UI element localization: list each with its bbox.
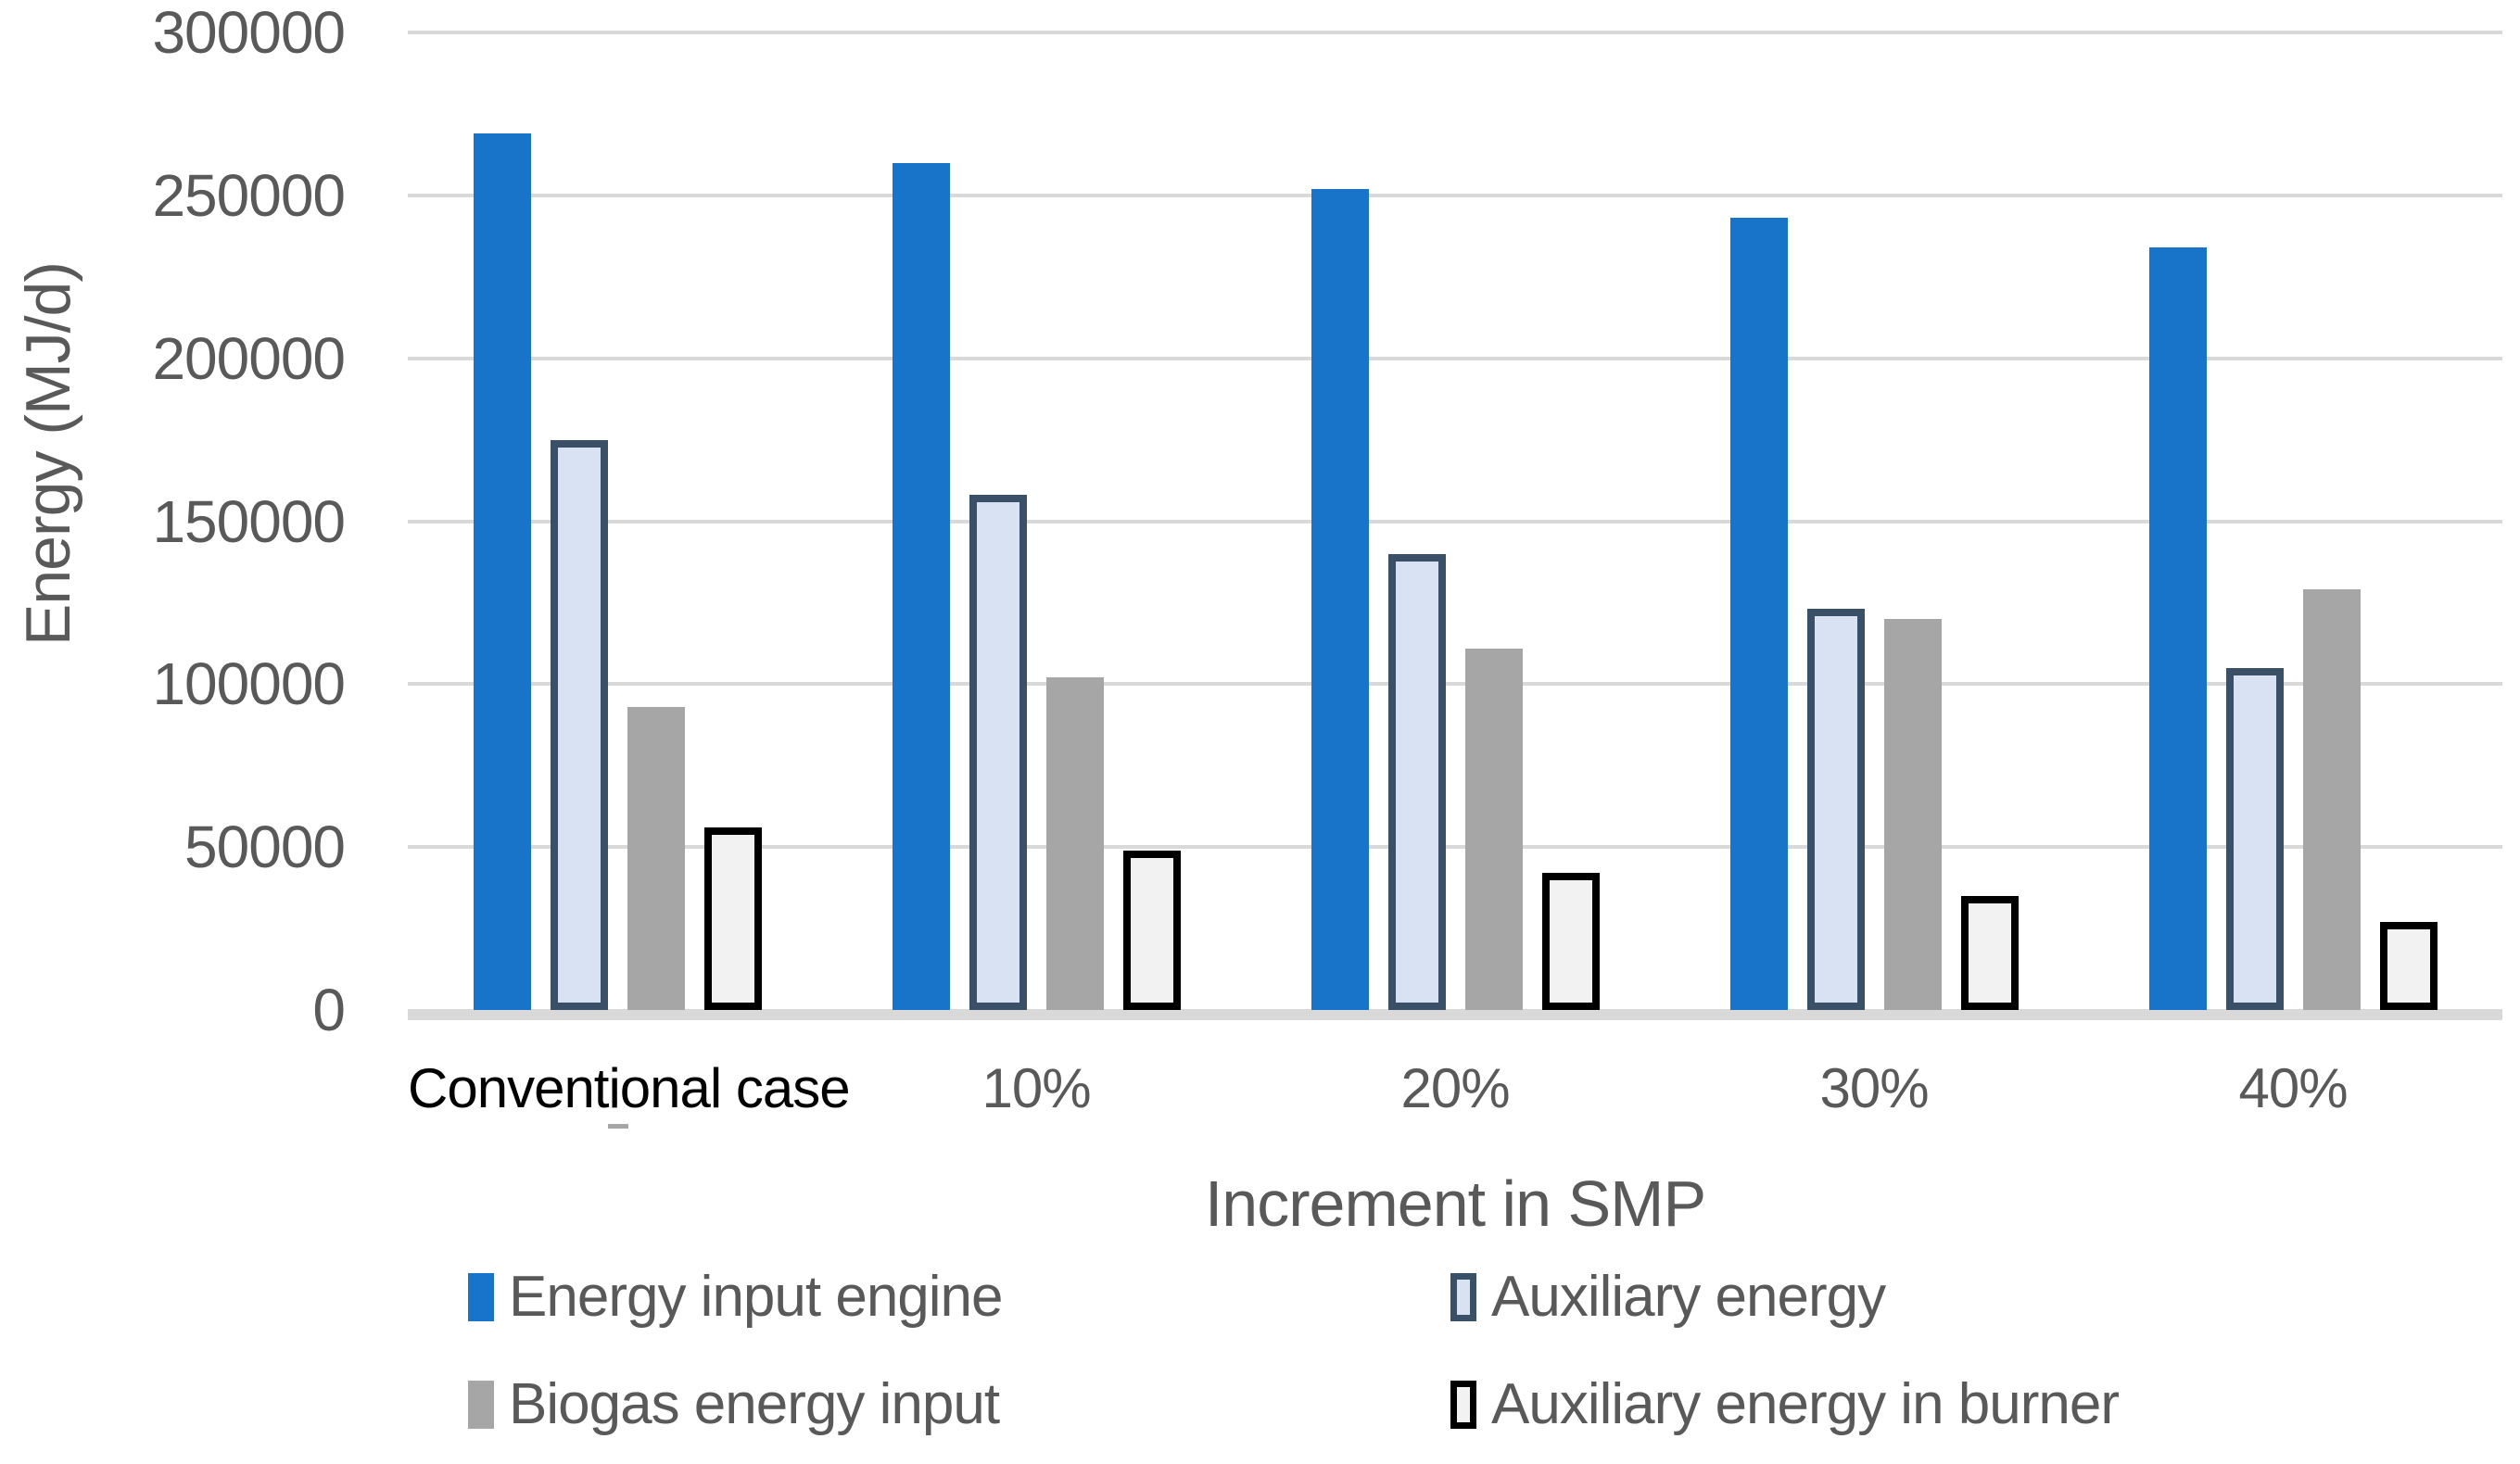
bar-biogas-energy-input [2302,589,2361,1010]
bars-layer [408,32,2502,1010]
legend-label-biogas-energy-input: Biogas energy input [509,1372,1000,1436]
legend-item-auxiliary-energy-in-burner: Auxiliary energy in burner [1450,1372,2120,1436]
y-tick-label: 0 [312,977,346,1043]
bar-biogas-energy-input [1883,619,1942,1010]
legend-swatch-energy-input-engine [468,1273,494,1321]
legend-label-energy-input-engine: Energy input engine [509,1265,1004,1329]
gridline [408,682,2502,687]
axis-tick-dash [608,1124,628,1129]
category-label-conventional-case: Conventional case [408,1057,851,1119]
y-tick-label: 50000 [184,814,346,881]
legend-item-energy-input-engine: Energy input engine [468,1268,1450,1327]
bar-auxiliary-energy [1387,553,1446,1010]
legend-label-auxiliary-energy-in-burner: Auxiliary energy in burner [1491,1372,2120,1436]
bar-group-10 [827,32,1246,1010]
bar-energy-input-engine [1729,218,1788,1010]
bar-biogas-energy-input [1045,677,1104,1010]
gridline [408,845,2502,850]
bar-energy-input-engine [2148,247,2207,1010]
bar-auxiliary-energy-in-burner [1122,850,1181,1010]
y-tick-label: 250000 [152,161,346,229]
x-axis-category-labels: Conventional case 10% 20% 30% 40% [408,1059,2502,1124]
bar-group-20 [1246,32,1665,1010]
x-axis-line [408,1009,2502,1020]
category-label-20: 20% [1400,1057,1510,1119]
bar-energy-input-engine [1311,188,1369,1010]
bar-auxiliary-energy-in-burner [703,827,762,1010]
y-tick-label: 200000 [152,324,346,392]
bar-auxiliary-energy-in-burner [1541,873,1600,1010]
bar-energy-input-engine [892,162,950,1010]
bar-group-30 [1665,32,2083,1010]
legend-item-biogas-energy-input: Biogas energy input [468,1375,1450,1434]
y-axis-tick-labels: 300000 250000 200000 150000 100000 50000 0 [0,2,346,1041]
x-axis-title: Increment in SMP [1204,1167,1706,1240]
bar-biogas-energy-input [1464,648,1523,1010]
plot-area [408,31,2502,1020]
category-label-40: 40% [2238,1057,2348,1119]
legend-item-auxiliary-energy: Auxiliary energy [1450,1268,2119,1327]
gridline [408,356,2502,360]
chart-legend: Energy input engine Auxiliary energy Bioga… [468,1268,2120,1436]
bar-auxiliary-energy [1806,609,1865,1010]
bar-group-conventional-case [408,32,827,1010]
legend-label-auxiliary-energy: Auxiliary energy [1491,1265,1886,1329]
bar-biogas-energy-input [627,706,685,1010]
gridline [408,31,2502,34]
gridline [408,193,2502,197]
bar-auxiliary-energy-in-burner [1960,895,2019,1010]
gridline [408,519,2502,524]
category-label-30: 30% [1819,1057,1929,1119]
y-tick-label: 100000 [152,650,346,718]
bar-energy-input-engine [473,133,531,1010]
y-tick-label: 150000 [152,487,346,555]
legend-swatch-biogas-energy-input [468,1381,494,1429]
legend-swatch-auxiliary-energy-in-burner [1450,1381,1476,1429]
gridlines-layer [408,31,2502,1020]
bar-auxiliary-energy [550,439,608,1010]
bar-auxiliary-energy [969,495,1027,1010]
bar-group-40 [2083,32,2502,1010]
y-tick-label: 300000 [152,0,346,66]
category-label-10: 10% [981,1057,1091,1119]
legend-swatch-auxiliary-energy [1450,1273,1476,1321]
bar-auxiliary-energy [2225,667,2284,1010]
bar-auxiliary-energy-in-burner [2379,922,2438,1010]
